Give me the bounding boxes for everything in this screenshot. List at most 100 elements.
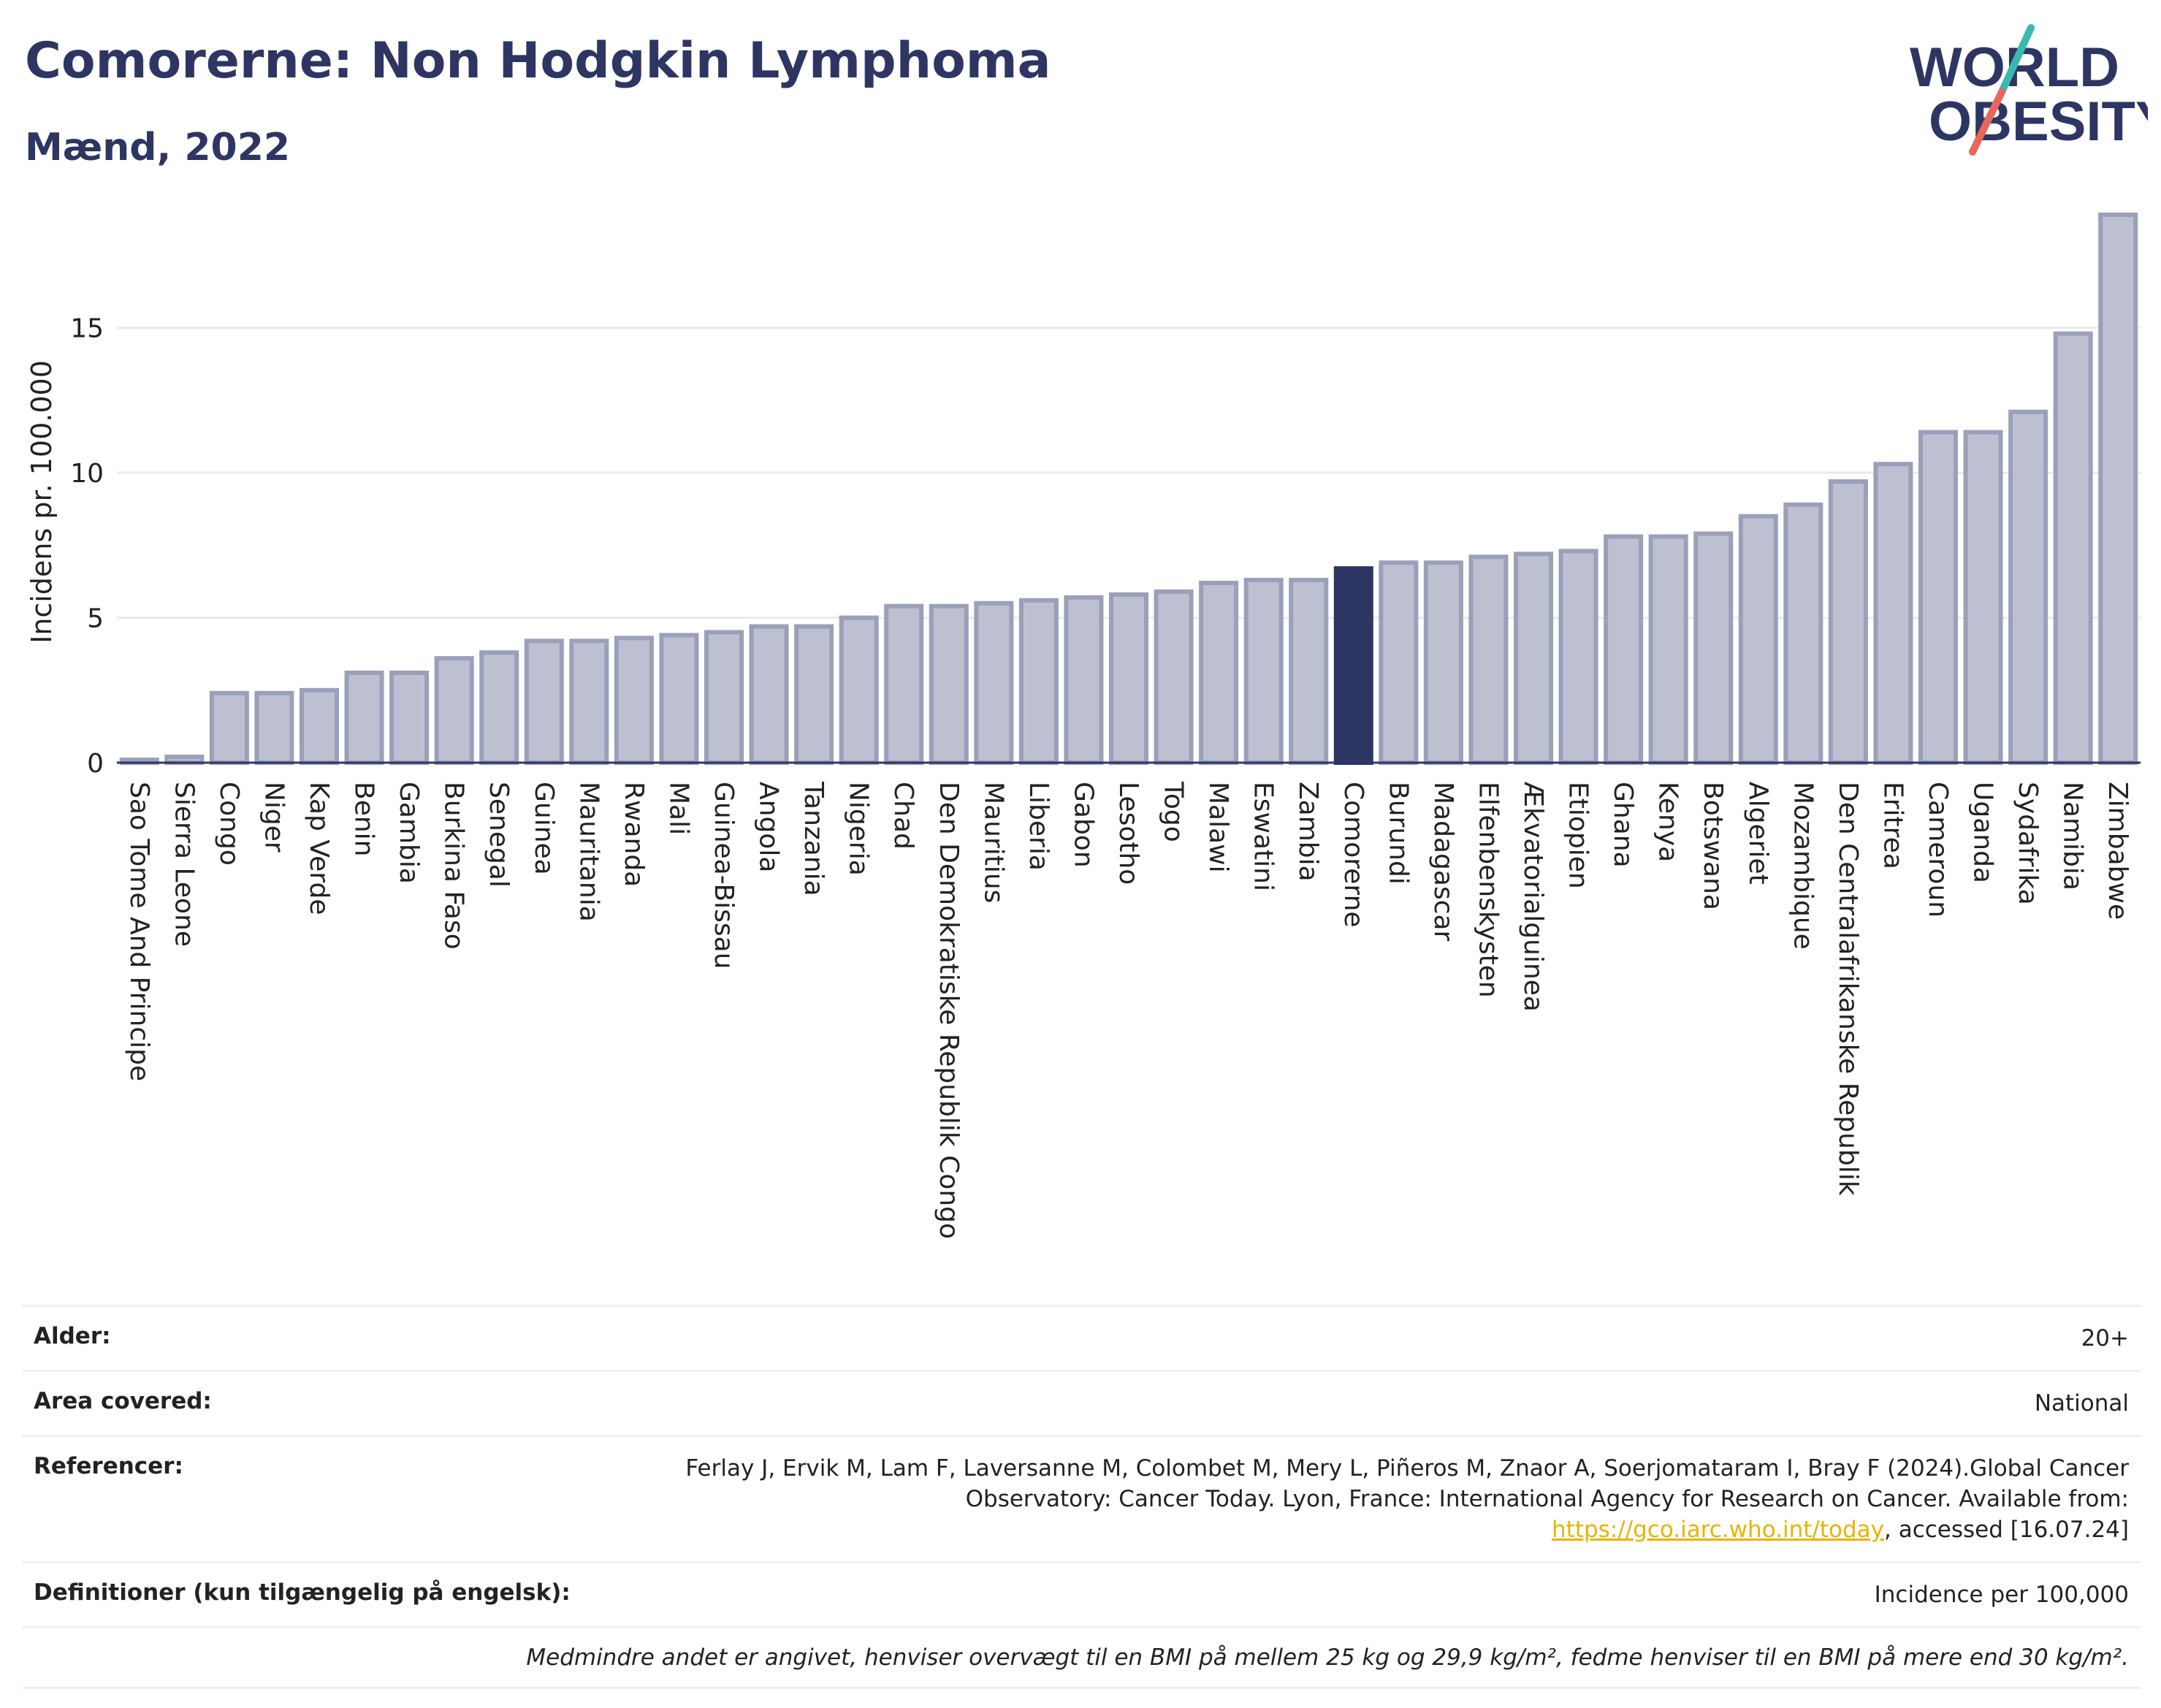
meta-label: Referencer: [34, 1453, 183, 1479]
bar-eritrea[interactable] [1873, 462, 1913, 765]
bar-sydafrika[interactable] [2008, 409, 2048, 765]
x-tick-label: Malawi [1203, 782, 1233, 873]
x-tick-label: Angola [754, 782, 784, 872]
bar-lesotho[interactable] [1108, 592, 1149, 766]
x-tick-label: Liberia [1024, 782, 1053, 871]
x-tick-label: Benin [349, 782, 379, 856]
x-tick-label: Den Demokratiske Republik Congo [934, 782, 964, 1239]
x-tick-label: Eswatini [1249, 782, 1278, 891]
bar-algeriet[interactable] [1738, 514, 1778, 765]
x-tick-label: Sierra Leone [169, 782, 199, 947]
bar-chart: 0 5 10 15 Incidens pr. 100.000 Sao Tome And P… [26, 212, 2141, 1239]
x-tick-label: Ghana [1608, 782, 1638, 868]
x-tick-label: Botswana [1698, 782, 1728, 910]
x-tick-label: Guinea [529, 782, 559, 875]
x-tick-label: Eritrea [1878, 782, 1907, 869]
x-tick-label: Tanzania [799, 781, 828, 896]
x-tick-label: Elfenbenskysten [1473, 782, 1503, 998]
x-tick-label: Madagascar [1428, 782, 1458, 942]
x-tick-label: Ækvatorialguinea [1518, 782, 1548, 1012]
bar-liberia[interactable] [1018, 598, 1059, 766]
bar-burkina-faso[interactable] [434, 656, 474, 765]
x-tick-label: Algeriet [1743, 782, 1773, 885]
bar-uganda[interactable] [1963, 430, 2003, 765]
bar-burundi[interactable] [1379, 560, 1419, 765]
meta-row-note: Medmindre andet er angivet, henviser ove… [22, 1626, 2141, 1687]
bmi-note: Medmindre andet er angivet, henviser ove… [526, 1644, 2129, 1671]
bar-gambia[interactable] [389, 670, 430, 765]
x-tick-label: Sydafrika [2013, 782, 2043, 905]
bar-comorerne[interactable] [1333, 566, 1373, 765]
bar-mauritius[interactable] [974, 601, 1014, 765]
x-tick-label: Uganda [1968, 782, 1998, 883]
x-tick-label: Zimbabwe [2103, 782, 2133, 920]
x-tick-label: Mozambique [1788, 782, 1818, 950]
bar-namibia[interactable] [2053, 331, 2093, 765]
x-tick-label: Guinea-Bissau [709, 782, 739, 969]
bar-benin[interactable] [344, 670, 384, 765]
bar-kenya[interactable] [1648, 534, 1688, 765]
bar-chad[interactable] [884, 603, 924, 765]
bar-kap-verde[interactable] [299, 687, 340, 766]
bar-madagascar[interactable] [1423, 560, 1463, 765]
x-tick-label: Etiopien [1563, 782, 1593, 889]
bar-etiopien[interactable] [1558, 549, 1598, 765]
x-tick-label: Mauritania [573, 782, 603, 922]
x-tick-label: Sao Tome And Principe [124, 782, 154, 1081]
bar-gabon[interactable] [1064, 595, 1104, 765]
meta-row-references: Referencer: Ferlay J, Ervik M, Lam F, La… [22, 1435, 2141, 1561]
bar-den-demokratiske-republik-congo[interactable] [929, 603, 969, 765]
bar-angola[interactable] [749, 624, 789, 765]
bar-ækvatorialguinea[interactable] [1513, 552, 1554, 765]
meta-value: Ferlay J, Ervik M, Lam F, Laversanne M, … [668, 1453, 2129, 1545]
meta-row-definitions: Definitioner (kun tilgængelig på engelsk… [22, 1561, 2141, 1626]
bar-tanzania[interactable] [794, 624, 834, 765]
reference-text: Ferlay J, Ervik M, Lam F, Laversanne M, … [685, 1455, 2129, 1512]
x-tick-label: Mali [663, 782, 693, 835]
logo-text-obesity: OBESITY [1929, 91, 2148, 153]
bar-senegal[interactable] [479, 650, 519, 766]
x-tick-label: Den Centralafrikanske Republik [1833, 782, 1863, 1196]
bar-ghana[interactable] [1604, 534, 1644, 765]
bar-eswatini[interactable] [1243, 577, 1284, 766]
bar-niger[interactable] [254, 690, 294, 765]
x-tick-label: Gambia [394, 782, 424, 884]
y-tick-label: 0 [87, 749, 104, 779]
x-tick-label: Kap Verde [304, 782, 334, 915]
bar-zambia[interactable] [1289, 577, 1329, 766]
bar-mali[interactable] [659, 633, 699, 765]
bar-elfenbenskysten[interactable] [1468, 554, 1509, 766]
bar-togo[interactable] [1154, 589, 1194, 765]
x-tick-label: Gabon [1068, 782, 1098, 868]
bar-zimbabwe[interactable] [2098, 212, 2138, 765]
bar-guinea[interactable] [524, 638, 564, 765]
bar-rwanda[interactable] [614, 636, 654, 766]
bar-cameroun[interactable] [1918, 430, 1959, 765]
x-tick-label: Kenya [1653, 782, 1683, 862]
meta-label: Area covered: [34, 1388, 212, 1414]
x-tick-label: Chad [888, 782, 918, 850]
reference-link[interactable]: https://gco.iarc.who.int/today [1552, 1517, 1884, 1543]
x-tick-label: Comorerne [1338, 782, 1368, 928]
bar-congo[interactable] [209, 690, 249, 765]
bar-malawi[interactable] [1199, 580, 1239, 765]
x-tick-label: Cameroun [1923, 782, 1953, 918]
bar-den-centralafrikanske-republik[interactable] [1828, 479, 1868, 765]
bar-botswana[interactable] [1693, 531, 1734, 765]
metadata-table: Alder: 20+ Area covered: National Refere… [22, 1305, 2141, 1689]
bar-nigeria[interactable] [839, 615, 879, 765]
x-tick-label: Togo [1159, 781, 1189, 842]
y-tick-label: 10 [70, 459, 104, 489]
chart-subtitle: Mænd, 2022 [25, 126, 291, 169]
x-tick-label: Zambia [1293, 782, 1323, 882]
bar-mozambique[interactable] [1783, 502, 1823, 766]
x-tick-label: Lesotho [1113, 782, 1143, 885]
chart-title: Comorerne: Non Hodgkin Lymphoma [25, 32, 1051, 90]
x-tick-label: Senegal [484, 782, 514, 888]
x-tick-label: Nigeria [844, 782, 874, 876]
bar-guinea-bissau[interactable] [704, 630, 744, 766]
meta-row-area: Area covered: National [22, 1370, 2141, 1435]
bar-mauritania[interactable] [569, 638, 609, 765]
x-tick-label: Burkina Faso [439, 782, 469, 950]
x-tick-label: Burundi [1383, 782, 1413, 885]
